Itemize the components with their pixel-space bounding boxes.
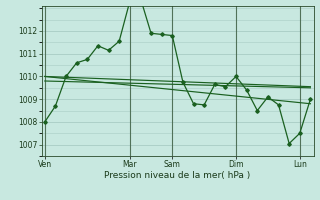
X-axis label: Pression niveau de la mer( hPa ): Pression niveau de la mer( hPa ) — [104, 171, 251, 180]
